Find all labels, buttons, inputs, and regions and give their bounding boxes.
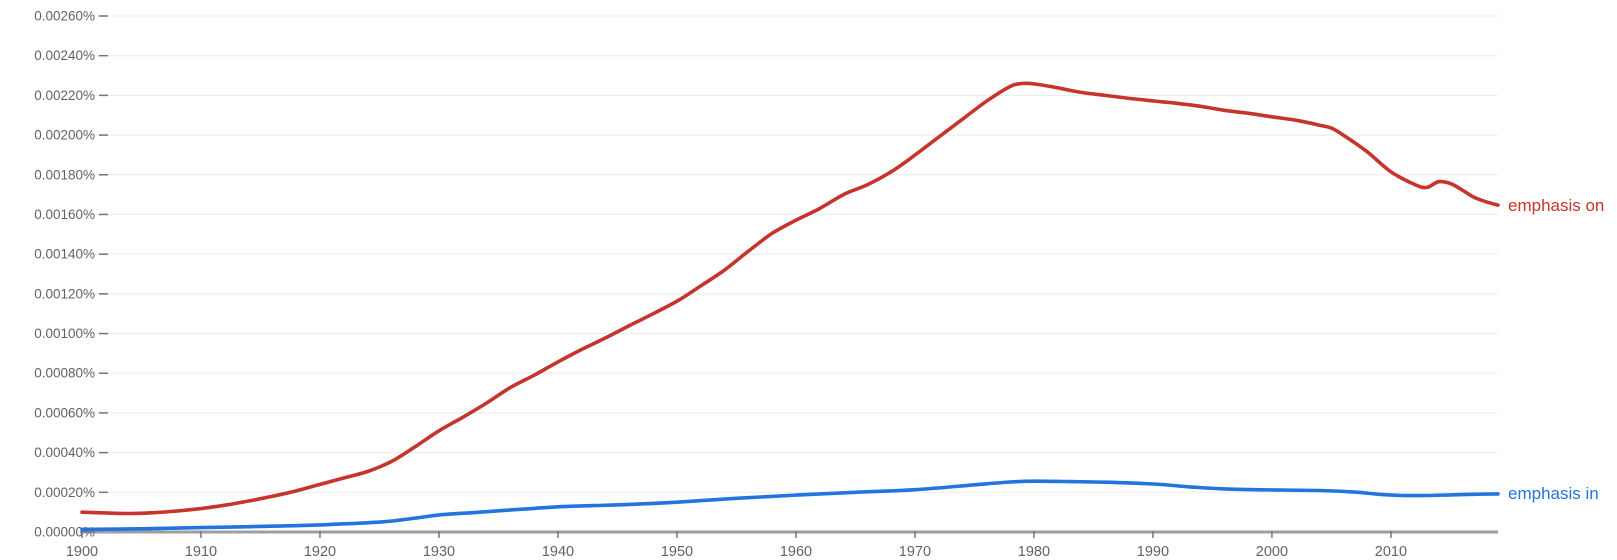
x-axis-label: 1900 xyxy=(66,544,98,560)
y-axis-label: 0.00220% xyxy=(34,88,95,103)
y-axis-label: 0.00160% xyxy=(34,207,95,222)
series-line-emphasis-on[interactable] xyxy=(80,81,1500,516)
x-axis-label: 2000 xyxy=(1256,544,1288,560)
x-axis-label: 1940 xyxy=(542,544,574,560)
x-axis-label: 1920 xyxy=(304,544,336,560)
y-axis-label: 0.00200% xyxy=(34,128,95,143)
y-axis-label: 0.00100% xyxy=(34,326,95,341)
y-axis-label: 0.00020% xyxy=(34,485,95,500)
y-axis-label: 0.00080% xyxy=(34,366,95,381)
y-axis-label: 0.00180% xyxy=(34,167,95,182)
x-axis-label: 1930 xyxy=(423,544,455,560)
x-axis-label: 1950 xyxy=(661,544,693,560)
y-axis-label: 0.00000% xyxy=(34,525,95,540)
x-axis-label: 2010 xyxy=(1375,544,1407,560)
y-axis-label: 0.00120% xyxy=(34,286,95,301)
series-line-emphasis-in[interactable] xyxy=(80,479,1500,532)
y-axis-label: 0.00040% xyxy=(34,445,95,460)
x-axis-label: 1990 xyxy=(1137,544,1169,560)
y-axis-label: 0.00240% xyxy=(34,48,95,63)
series-label-emphasis-on[interactable]: emphasis on xyxy=(1508,195,1605,215)
y-axis-label: 0.00060% xyxy=(34,405,95,420)
y-axis-label: 0.00140% xyxy=(34,247,95,262)
x-axis-label: 1970 xyxy=(899,544,931,560)
x-axis-label: 1980 xyxy=(1018,544,1050,560)
x-axis-label: 1910 xyxy=(185,544,217,560)
x-axis-label: 1960 xyxy=(780,544,812,560)
series-label-emphasis-in[interactable]: emphasis in xyxy=(1508,484,1599,504)
y-axis-label: 0.00260% xyxy=(34,9,95,24)
